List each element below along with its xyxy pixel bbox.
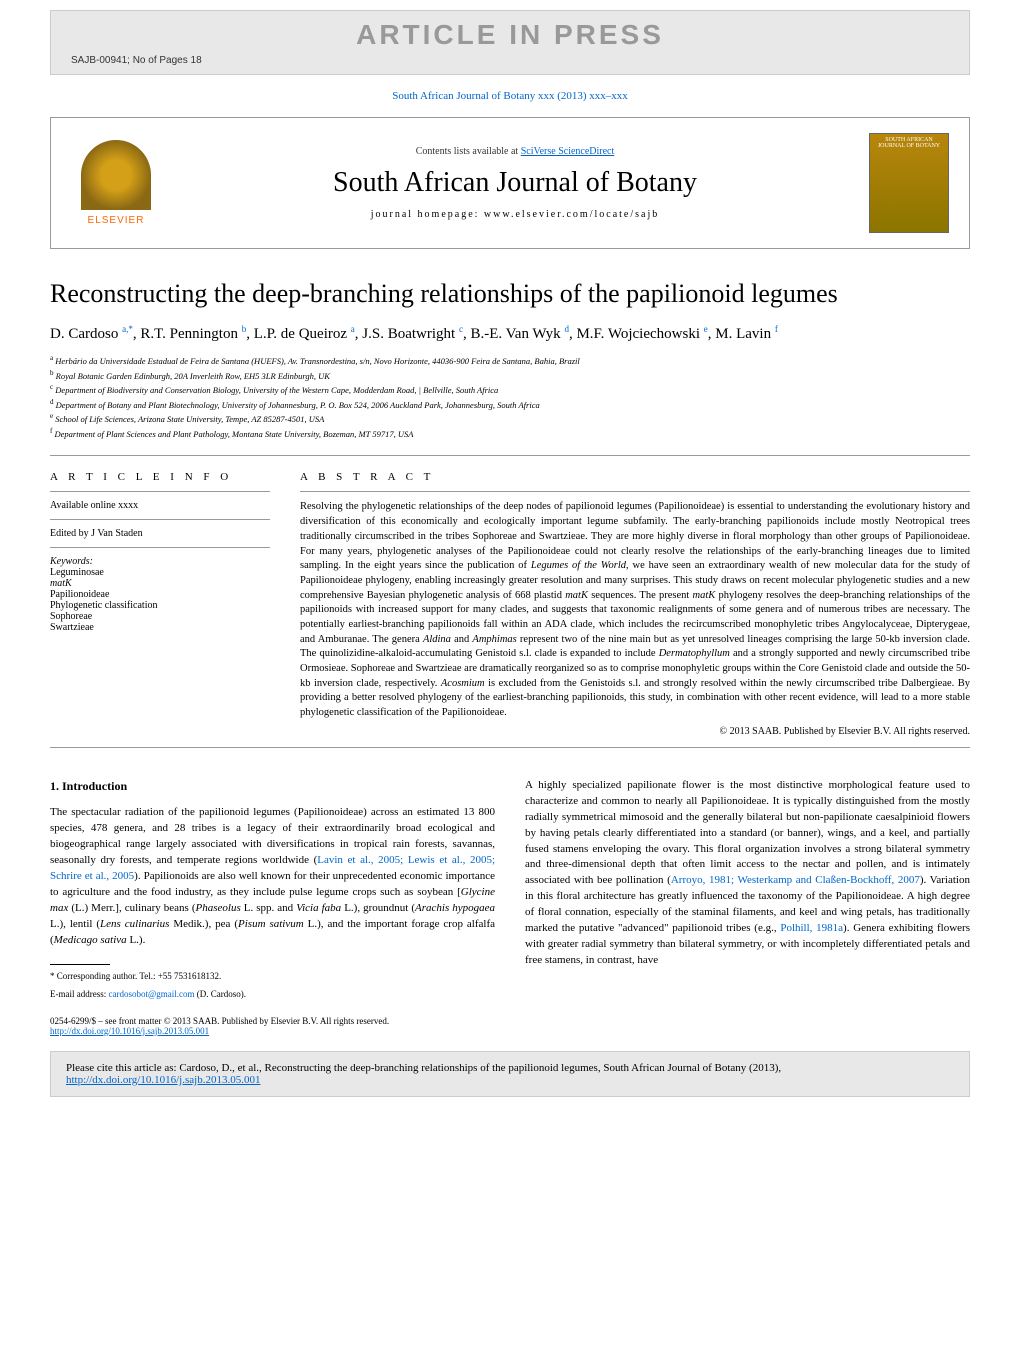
journal-info: Contents lists available at SciVerse Sci…: [181, 146, 849, 220]
please-cite-box: Please cite this article as: Cardoso, D.…: [50, 1051, 970, 1097]
edited-by: Edited by J Van Staden: [50, 528, 270, 539]
keywords-list: LeguminosaematKPapilionoideaePhylogeneti…: [50, 567, 270, 633]
keyword-item: Leguminosae: [50, 567, 270, 578]
affiliations-list: a Herbário da Universidade Estadual de F…: [50, 353, 970, 440]
email-suffix: (D. Cardoso).: [195, 989, 247, 999]
keyword-item: Sophoreae: [50, 611, 270, 622]
footer-meta: 0254-6299/$ – see front matter © 2013 SA…: [50, 1016, 970, 1036]
footnote-separator: [50, 964, 110, 965]
cover-text: SOUTH AFRICAN JOURNAL OF BOTANY: [878, 137, 940, 149]
email-footnote: E-mail address: cardosobot@gmail.com (D.…: [50, 988, 495, 1001]
column-right: A highly specialized papilionate flower …: [525, 778, 970, 1001]
press-title: ARTICLE IN PRESS: [71, 19, 949, 51]
cite-text: Please cite this article as: Cardoso, D.…: [66, 1062, 781, 1074]
contents-available-line: Contents lists available at SciVerse Sci…: [181, 146, 849, 157]
journal-header-box: ELSEVIER Contents lists available at Sci…: [50, 117, 970, 249]
keywords-label: Keywords:: [50, 556, 270, 567]
doi-link[interactable]: http://dx.doi.org/10.1016/j.sajb.2013.05…: [50, 1026, 209, 1036]
intro-p2: A highly specialized papilionate flower …: [525, 778, 970, 969]
front-matter: 0254-6299/$ – see front matter © 2013 SA…: [50, 1016, 970, 1026]
divider: [50, 455, 970, 456]
keyword-item: Swartzieae: [50, 622, 270, 633]
corresponding-author: * Corresponding author. Tel.: +55 753161…: [50, 970, 495, 983]
top-citation-link[interactable]: South African Journal of Botany xxx (201…: [0, 90, 1020, 102]
abstract-col: A B S T R A C T Resolving the phylogenet…: [300, 471, 970, 736]
elsevier-logo: ELSEVIER: [71, 133, 161, 233]
sciencedirect-link[interactable]: SciVerse ScienceDirect: [521, 146, 615, 157]
journal-cover-thumbnail: SOUTH AFRICAN JOURNAL OF BOTANY: [869, 133, 949, 233]
journal-name: South African Journal of Botany: [181, 167, 849, 199]
contents-prefix: Contents lists available at: [416, 146, 521, 157]
press-subtitle: SAJB-00941; No of Pages 18: [71, 55, 949, 66]
column-left: 1. Introduction The spectacular radiatio…: [50, 778, 495, 1001]
email-label: E-mail address:: [50, 989, 108, 999]
keyword-item: Phylogenetic classification: [50, 600, 270, 611]
elsevier-tree-icon: [81, 140, 151, 210]
info-abstract-row: A R T I C L E I N F O Available online x…: [50, 471, 970, 736]
main-content: Reconstructing the deep-branching relati…: [0, 279, 1020, 1001]
available-online: Available online xxxx: [50, 500, 270, 511]
journal-homepage: journal homepage: www.elsevier.com/locat…: [181, 209, 849, 220]
article-info-heading: A R T I C L E I N F O: [50, 471, 270, 483]
body-two-col: 1. Introduction The spectacular radiatio…: [50, 778, 970, 1001]
cite-doi-link[interactable]: http://dx.doi.org/10.1016/j.sajb.2013.05…: [66, 1074, 260, 1086]
article-title: Reconstructing the deep-branching relati…: [50, 279, 970, 309]
elsevier-text: ELSEVIER: [88, 215, 145, 226]
keyword-item: matK: [50, 578, 270, 589]
abstract-text: Resolving the phylogenetic relationships…: [300, 500, 970, 720]
keyword-item: Papilionoideae: [50, 589, 270, 600]
intro-p1: The spectacular radiation of the papilio…: [50, 805, 495, 948]
email-link[interactable]: cardosobot@gmail.com: [108, 989, 194, 999]
abstract-heading: A B S T R A C T: [300, 471, 970, 483]
authors-list: D. Cardoso a,*, R.T. Pennington b, L.P. …: [50, 324, 970, 343]
article-in-press-banner: ARTICLE IN PRESS SAJB-00941; No of Pages…: [50, 10, 970, 75]
divider: [50, 747, 970, 748]
abstract-copyright: © 2013 SAAB. Published by Elsevier B.V. …: [300, 726, 970, 737]
article-info-col: A R T I C L E I N F O Available online x…: [50, 471, 270, 736]
section-heading-intro: 1. Introduction: [50, 778, 495, 795]
